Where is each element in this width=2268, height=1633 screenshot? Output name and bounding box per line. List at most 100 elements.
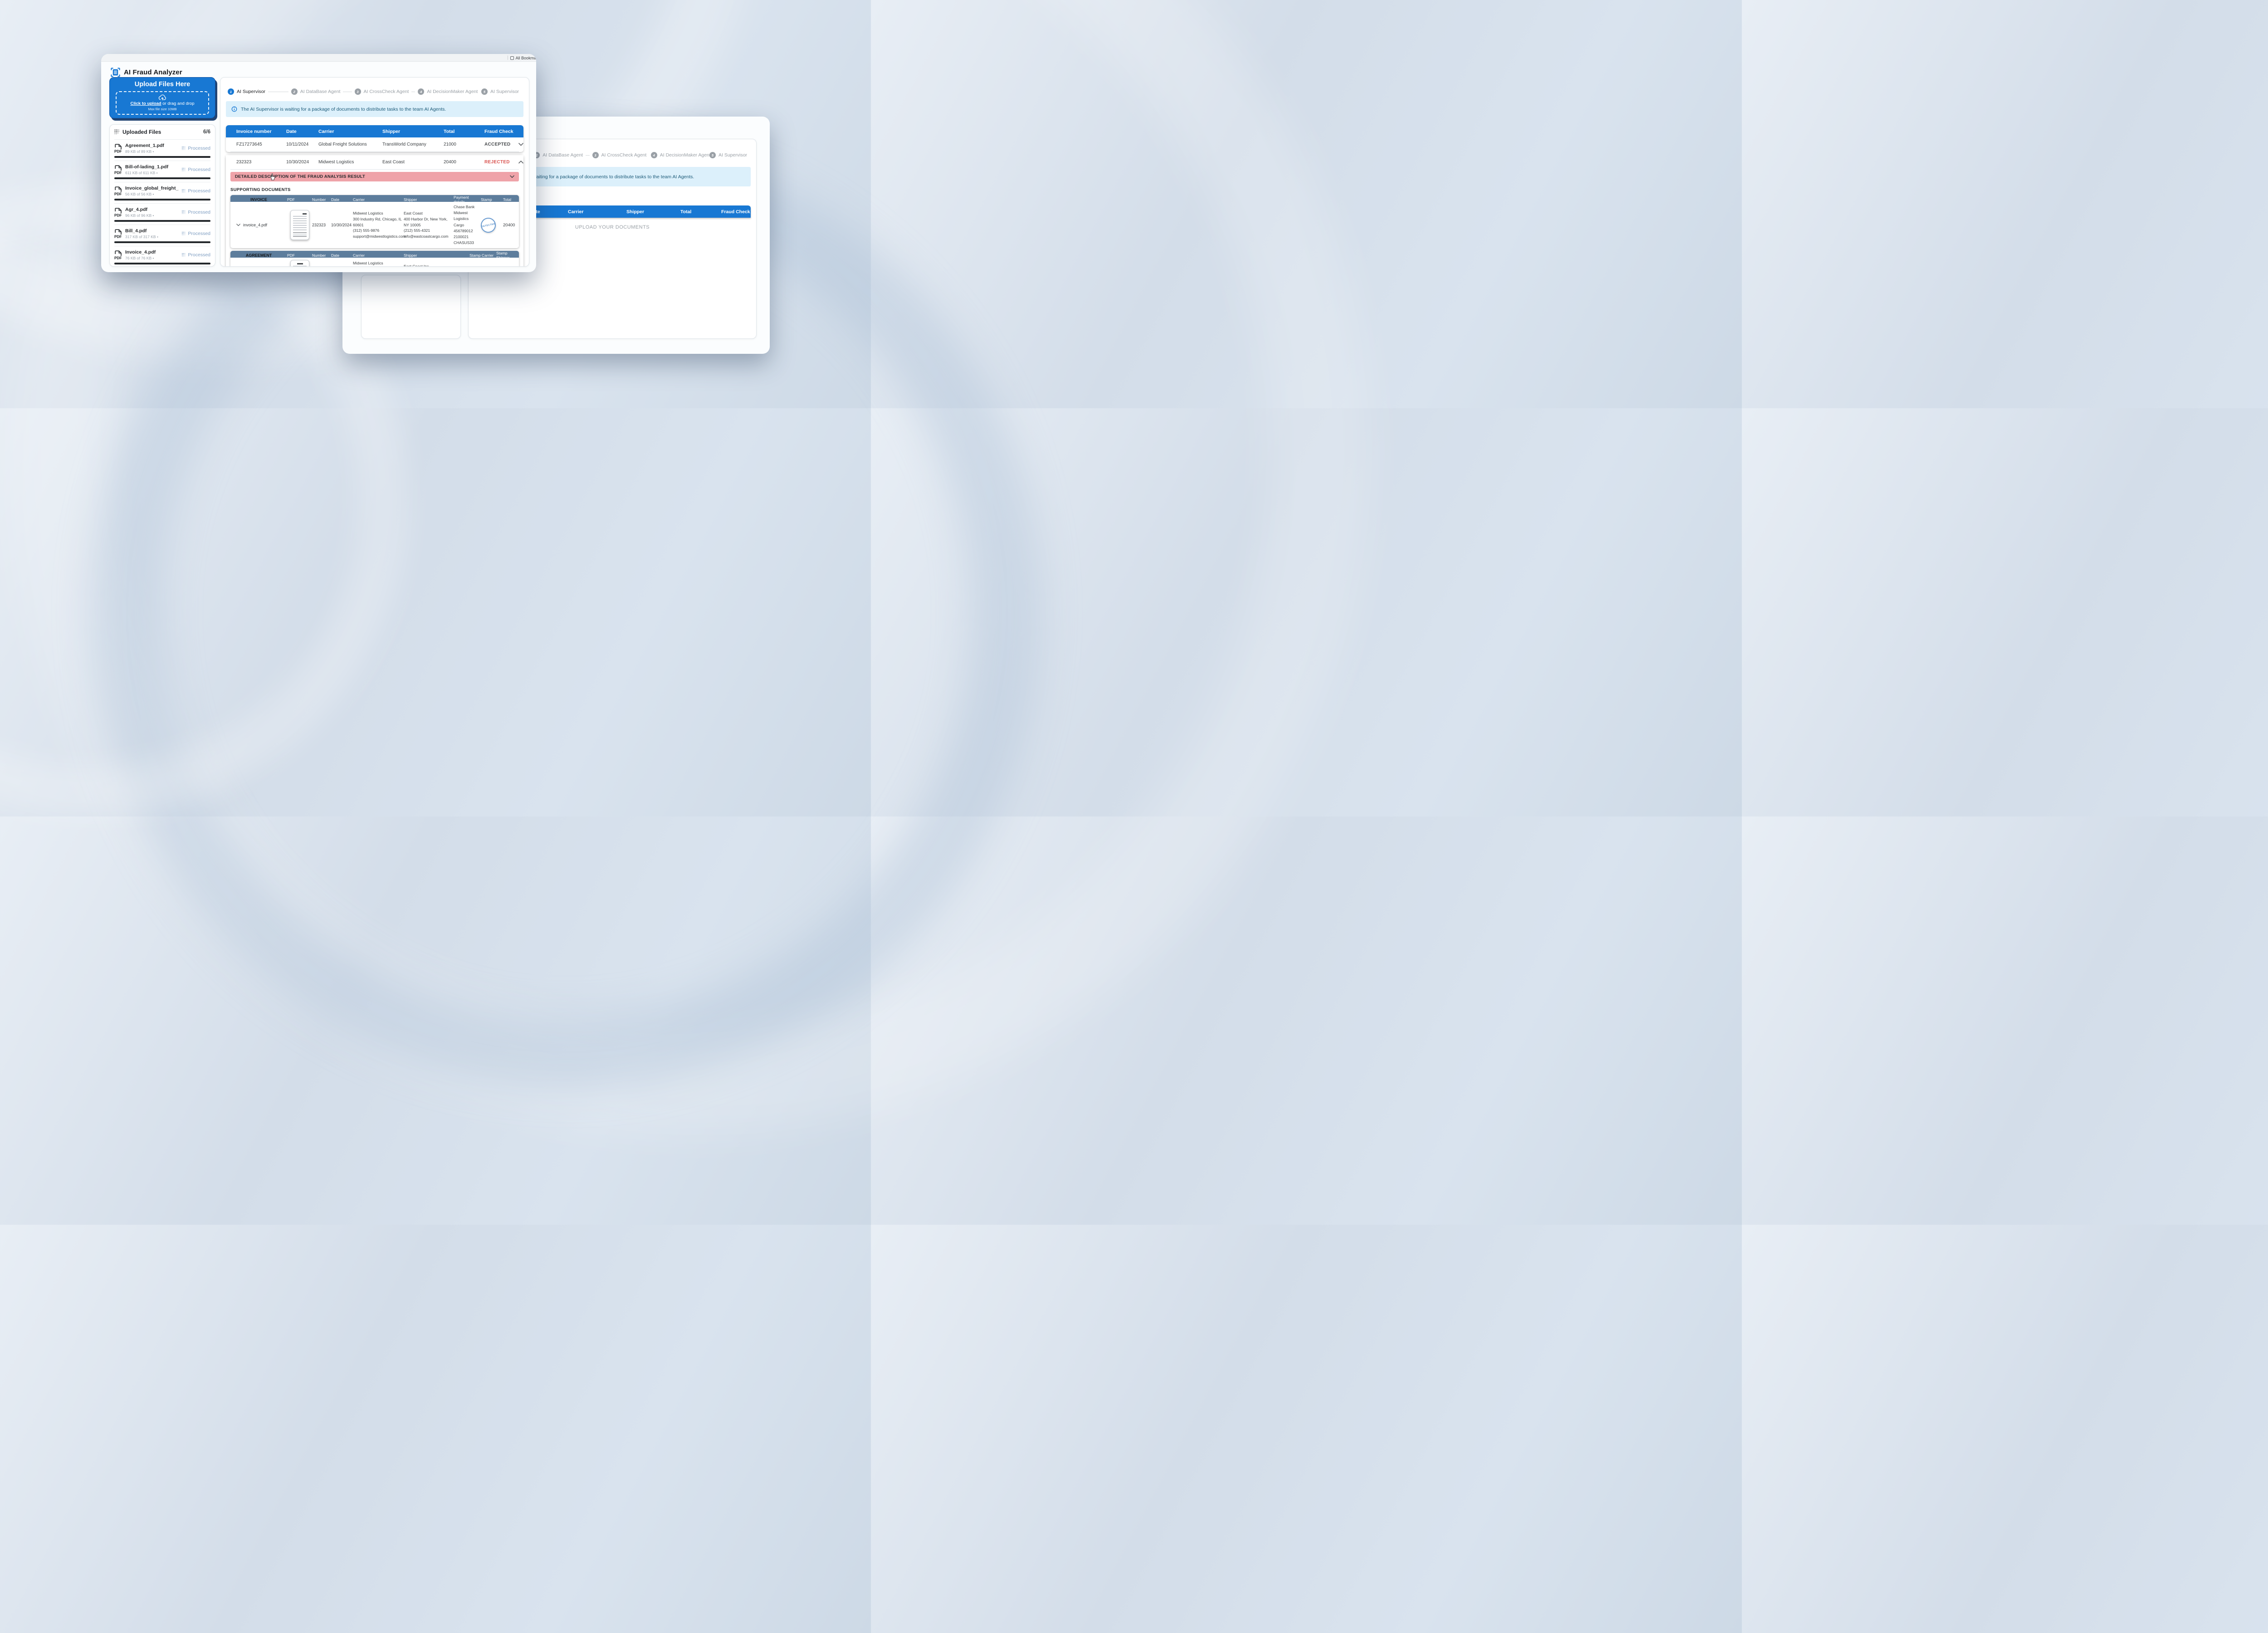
column-header: Carrier bbox=[353, 197, 365, 202]
uploaded-files-panel: Uploaded Files 6/6 PDF Agreement_1.pdf bbox=[109, 124, 215, 267]
stepper-step: 5 AI Supervisor bbox=[709, 152, 750, 158]
invoice-pdf-thumbnail[interactable] bbox=[290, 210, 309, 240]
column-header: Total bbox=[444, 128, 455, 134]
step-label: AI CrossCheck Agent bbox=[363, 89, 409, 94]
file-list-item[interactable]: PDF Invoice_global_freight_1.pdf 56 KB o… bbox=[114, 182, 210, 204]
file-status-label: Processed bbox=[188, 146, 210, 151]
click-to-upload-link[interactable]: Click to upload bbox=[130, 101, 161, 106]
chevron-down-icon[interactable] bbox=[236, 224, 240, 226]
pdf-file-icon: PDF bbox=[114, 143, 122, 153]
upload-progress-bar bbox=[114, 199, 210, 200]
pdf-file-icon: PDF bbox=[114, 229, 122, 239]
step-number-badge: 5 bbox=[481, 88, 488, 95]
invoice-row-rejected[interactable]: 232323 10/30/2024 Midwest Logistics East… bbox=[226, 155, 523, 169]
file-name: Bill-of-lading_1.pdf bbox=[125, 164, 169, 170]
fraud-check-status: REJECTED bbox=[484, 160, 510, 165]
file-status: Processed bbox=[182, 231, 210, 236]
column-header: Number bbox=[312, 197, 326, 202]
cell-shipper: TransWorld Company bbox=[382, 142, 426, 147]
stamp-detected-badge: DETECTED bbox=[468, 266, 486, 267]
doc-number: 232323 bbox=[312, 223, 326, 228]
back-empty-state-message: UPLOAD YOUR DOCUMENTS bbox=[575, 225, 650, 230]
file-list-item[interactable]: PDF Agreement_1.pdf 89 KB of 89 KB • bbox=[114, 140, 210, 161]
pdf-file-icon: PDF bbox=[114, 165, 122, 175]
invoice-row-accepted[interactable]: FZ17273645 10/11/2024 Global Freight Sol… bbox=[226, 137, 523, 152]
collapse-row-button[interactable] bbox=[518, 161, 529, 164]
file-name: Invoice_global_freight_1.pdf bbox=[125, 186, 179, 191]
chevron-up-icon bbox=[518, 161, 523, 164]
step-number-badge: 4 bbox=[650, 152, 657, 158]
file-status: Processed bbox=[182, 252, 210, 258]
agreement-doc-row[interactable]: agr_4.pdf 234237 10/10/2024 Midwest Logi… bbox=[230, 258, 519, 267]
upload-files-card[interactable]: Upload Files Here Click to upload or dra… bbox=[109, 77, 215, 118]
invoice-document-table: INVOICE PDF Number Date Carrier Shipper Payme… bbox=[230, 195, 519, 249]
processed-grid-icon bbox=[182, 146, 186, 150]
page-title: AI Fraud Analyzer bbox=[124, 68, 182, 76]
back-banner-text: The AI Supervisor is waiting for a packa… bbox=[489, 174, 694, 180]
svg-text:PDF: PDF bbox=[114, 235, 122, 239]
column-header: Shipper bbox=[626, 209, 645, 215]
doc-shipper-details: East Coast 400 Harbor Dr, New York, NY 10… bbox=[404, 211, 449, 239]
column-header: Shipper bbox=[404, 253, 417, 258]
doc-table-title: INVOICE bbox=[250, 197, 267, 202]
file-list-item[interactable]: PDF Agr_4.pdf 96 KB of 96 KB • bbox=[114, 204, 210, 225]
file-size: 56 KB of 56 KB • bbox=[125, 192, 154, 196]
stepper-step: 3 AI CrossCheck Agent bbox=[354, 88, 418, 95]
expand-row-button[interactable] bbox=[518, 143, 523, 146]
files-count-badge: 6/6 bbox=[203, 129, 210, 135]
file-name: Invoice_4.pdf bbox=[125, 249, 156, 255]
svg-text:PDF: PDF bbox=[114, 149, 122, 153]
upload-progress-bar bbox=[114, 220, 210, 222]
file-list-item[interactable]: PDF Bill_4.pdf 317 KB of 317 KB • bbox=[114, 225, 210, 246]
stepper-step: 5 AI Supervisor bbox=[481, 88, 522, 95]
svg-text:PDF: PDF bbox=[114, 213, 122, 217]
invoice-doc-row[interactable]: invoice_4.pdf 232323 10/30/2024 Midwest … bbox=[230, 202, 519, 248]
doc-shipper-details: East Coast Inc.400 Harbor Dr, New York, … bbox=[404, 264, 430, 267]
column-header: Invoice number bbox=[236, 128, 272, 134]
upload-instruction: Click to upload or drag and drop bbox=[130, 101, 195, 106]
column-header: Fraud Check bbox=[721, 209, 750, 215]
uploaded-files-list: PDF Agreement_1.pdf 89 KB of 89 KB • bbox=[114, 140, 210, 266]
step-label: AI DataBase Agent bbox=[543, 152, 583, 158]
processed-grid-icon bbox=[182, 253, 186, 256]
step-number-badge: 1 bbox=[228, 88, 234, 95]
column-header: PDF bbox=[287, 253, 295, 258]
banner-text: The AI Supervisor is waiting for a packa… bbox=[241, 106, 446, 112]
svg-text:PDF: PDF bbox=[114, 171, 122, 175]
agreement-doc-header: AGREEMENT PDF Number Date Carrier Shipper Sta… bbox=[230, 251, 519, 260]
cell-total: 21000 bbox=[444, 142, 456, 147]
agent-stepper: 1 AI Supervisor 2 AI DataBase Agent 3 AI… bbox=[228, 88, 522, 95]
step-number-badge: 5 bbox=[709, 152, 716, 158]
file-dropzone[interactable]: Click to upload or drag and drop Max fil… bbox=[116, 91, 209, 115]
info-banner: The AI Supervisor is waiting for a packa… bbox=[226, 101, 523, 117]
column-header: Total bbox=[680, 209, 692, 215]
pdf-file-icon: PDF bbox=[114, 186, 122, 196]
fraud-detail-expander[interactable]: DETAILED DESCRIPTION OF THE FRAUD ANALYS… bbox=[230, 172, 519, 181]
upload-progress-bar bbox=[114, 263, 210, 264]
cell-carrier: Midwest Logistics bbox=[318, 160, 354, 165]
step-number-badge: 2 bbox=[291, 88, 298, 95]
file-status: Processed bbox=[182, 210, 210, 215]
agreement-document-table: AGREEMENT PDF Number Date Carrier Shipper Sta… bbox=[230, 251, 519, 267]
upload-progress-bar bbox=[114, 177, 210, 179]
file-status-label: Processed bbox=[188, 252, 210, 258]
column-header: Carrier bbox=[353, 253, 365, 258]
file-list-item[interactable]: PDF Invoice_4.pdf 76 KB of 76 KB • bbox=[114, 246, 210, 266]
app-header: AI Fraud Analyzer bbox=[101, 62, 536, 77]
cell-invoice-number: FZ17273645 bbox=[236, 142, 262, 147]
stepper-step: 4 AI DecisionMaker Agent bbox=[650, 152, 711, 158]
max-file-size-note: Max file size 10MB bbox=[148, 107, 177, 111]
step-number-badge: 3 bbox=[592, 152, 599, 158]
app-logo-scan-document-icon bbox=[111, 68, 120, 77]
stepper-step: 3 AI CrossCheck Agent bbox=[592, 152, 651, 158]
file-list-item[interactable]: PDF Bill-of-lading_1.pdf 611 KB of 611 K… bbox=[114, 161, 210, 182]
invoices-table-block: Invoice number Date Carrier Shipper Total Fra… bbox=[226, 125, 523, 152]
file-name: Agreement_1.pdf bbox=[125, 143, 164, 148]
agreement-pdf-thumbnail[interactable] bbox=[290, 260, 309, 266]
grid-dots-icon bbox=[114, 129, 120, 135]
file-status-label: Processed bbox=[188, 231, 210, 236]
all-bookmarks-button[interactable]: | All Bookmarks bbox=[507, 55, 536, 61]
column-header: Carrier bbox=[318, 128, 334, 134]
column-header: Fraud Check bbox=[484, 128, 513, 134]
doc-file-name: invoice_4.pdf bbox=[243, 223, 268, 228]
